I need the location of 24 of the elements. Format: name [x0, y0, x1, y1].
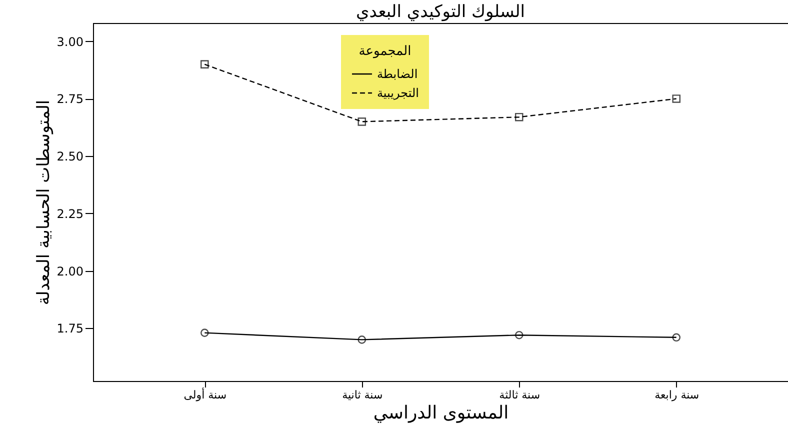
point [514, 112, 524, 122]
point [358, 336, 366, 344]
chart-title: السلوك التوكيدي البعدي [356, 2, 526, 22]
point [200, 328, 209, 337]
point [200, 60, 209, 68]
y-tick-label: 3.00 [56, 34, 84, 49]
y-tick-label: 2.75 [56, 92, 84, 106]
x-axis-title: المستوى الدراسي [373, 402, 509, 424]
x-tick-label: سنة أولى [184, 388, 227, 402]
x-tick-label: سنة رابعة [654, 388, 700, 402]
y-tick-label: 2.00 [56, 264, 84, 278]
y-tick-label: 2.25 [56, 206, 84, 221]
x-tick-label: سنة ثالثة [499, 388, 540, 402]
y-axis-title: المتوسطات الحسابية المعدلة [34, 100, 54, 306]
point [672, 333, 680, 342]
legend-label: التجريبية [377, 86, 419, 100]
point [672, 94, 680, 103]
point [358, 118, 366, 126]
x-tick-label: سنة ثانية [342, 388, 383, 402]
legend-label: الضابطة [377, 67, 418, 81]
point [514, 330, 524, 340]
y-tick-label: 2.50 [56, 150, 84, 164]
y-tick-label: 1.75 [56, 322, 84, 336]
legend-title: المجموعة [358, 44, 412, 59]
